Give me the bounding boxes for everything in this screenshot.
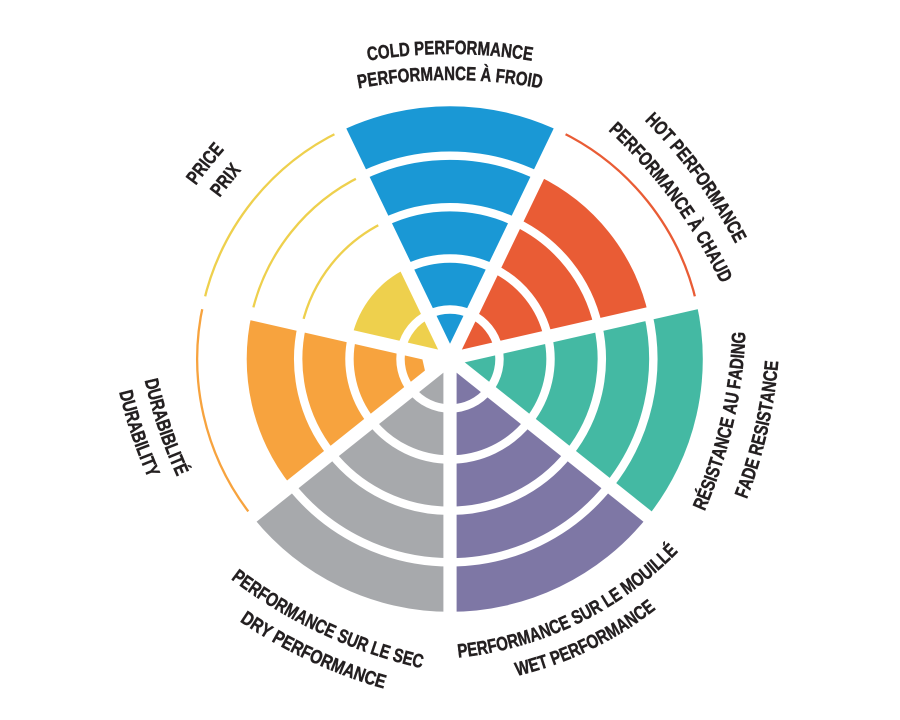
svg-text:I: I xyxy=(130,438,152,449)
svg-text:N: N xyxy=(726,343,749,355)
svg-text:S: S xyxy=(752,409,776,423)
svg-text:F: F xyxy=(495,64,506,87)
svg-text:I: I xyxy=(699,473,721,484)
svg-text:E: E xyxy=(424,36,435,59)
svg-text:F: F xyxy=(722,378,745,390)
svg-text:F: F xyxy=(387,65,399,88)
svg-text:E: E xyxy=(366,68,379,92)
svg-text:F: F xyxy=(445,36,454,58)
svg-text:R: R xyxy=(376,66,390,90)
svg-text:R: R xyxy=(466,36,478,59)
svg-text:P: P xyxy=(456,639,469,662)
svg-text:P: P xyxy=(355,69,369,93)
svg-text:A: A xyxy=(718,401,742,416)
svg-text:E: E xyxy=(466,62,477,85)
svg-text:C: C xyxy=(758,369,781,383)
svg-text:O: O xyxy=(455,36,467,59)
svg-text:O: O xyxy=(514,67,529,91)
svg-text:A: A xyxy=(433,62,445,85)
svg-text:A: A xyxy=(724,367,748,381)
svg-text:L: L xyxy=(388,39,400,62)
svg-text:G: G xyxy=(727,331,750,344)
svg-text:O: O xyxy=(376,40,391,64)
svg-text:D: D xyxy=(725,357,748,370)
svg-text:D: D xyxy=(398,38,411,61)
svg-text:I: I xyxy=(751,419,774,428)
svg-text:O: O xyxy=(397,64,411,87)
svg-text:M: M xyxy=(420,62,434,85)
svg-text:N: N xyxy=(500,39,513,62)
svg-text:À: À xyxy=(480,63,493,86)
svg-text:M: M xyxy=(477,37,491,60)
svg-text:R: R xyxy=(504,65,518,88)
svg-text:I: I xyxy=(155,427,177,438)
svg-text:A: A xyxy=(755,390,779,405)
svg-text:R: R xyxy=(434,36,446,59)
svg-text:N: N xyxy=(444,62,455,84)
svg-text:E: E xyxy=(521,42,534,66)
svg-text:I: I xyxy=(526,68,534,91)
svg-text:F: F xyxy=(485,634,498,658)
svg-text:C: C xyxy=(511,40,525,64)
svg-text:U: U xyxy=(720,391,744,406)
svg-text:R: R xyxy=(475,636,490,660)
svg-text:I: I xyxy=(726,353,749,359)
svg-text:N: N xyxy=(757,380,781,394)
svg-text:R: R xyxy=(409,63,422,86)
svg-text:D: D xyxy=(140,376,164,392)
svg-text:W: W xyxy=(513,655,533,680)
svg-text:A: A xyxy=(489,38,502,61)
svg-text:O: O xyxy=(494,631,510,655)
svg-text:E: E xyxy=(760,360,783,372)
svg-text:D: D xyxy=(530,69,545,93)
svg-text:C: C xyxy=(365,41,380,65)
svg-text:E: E xyxy=(466,637,479,661)
svg-text:P: P xyxy=(413,37,424,60)
svg-text:C: C xyxy=(455,62,467,85)
